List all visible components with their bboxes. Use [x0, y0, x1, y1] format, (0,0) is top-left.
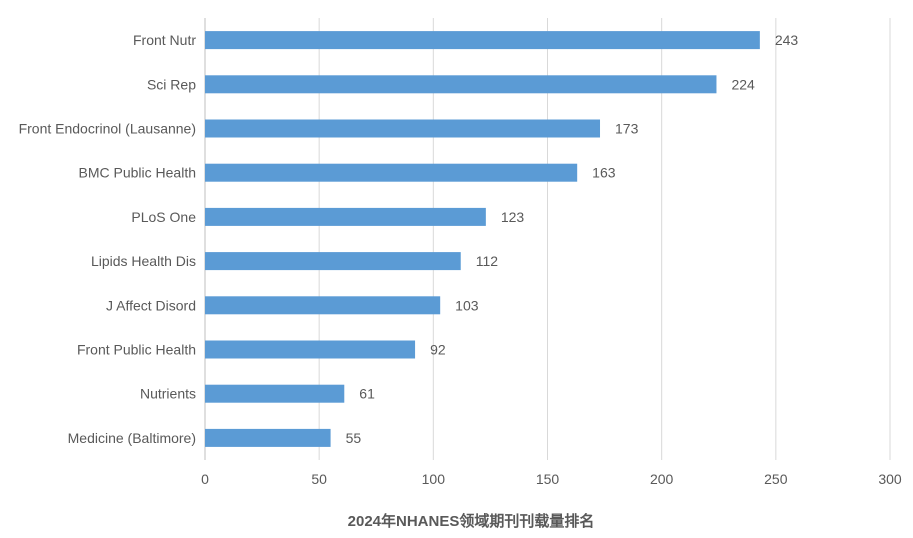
category-labels: Front Nutr Sci Rep Front Endocrinol (Lausa… — [19, 32, 197, 446]
x-tick-label: 200 — [650, 471, 674, 487]
bar — [205, 163, 578, 182]
category-label: PLoS One — [131, 209, 196, 225]
data-label: 123 — [501, 209, 525, 225]
bar — [205, 119, 601, 138]
data-label: 55 — [346, 430, 362, 446]
data-labels: 243 224 173 163 123 112 103 92 61 55 — [346, 32, 799, 446]
category-label: Nutrients — [140, 386, 196, 402]
category-label: Front Nutr — [133, 32, 196, 48]
bars — [205, 31, 760, 447]
bar — [205, 75, 717, 94]
category-label: Medicine (Baltimore) — [68, 430, 196, 446]
bar — [205, 207, 486, 226]
category-label: Sci Rep — [147, 76, 196, 92]
x-tick-label: 150 — [536, 471, 560, 487]
bar — [205, 428, 331, 447]
bar — [205, 31, 760, 50]
data-label: 92 — [430, 342, 446, 358]
chart-title: 2024年NHANES领域期刊刊载量排名 — [348, 512, 595, 530]
category-label: Front Endocrinol (Lausanne) — [19, 121, 196, 137]
x-tick-label: 0 — [201, 471, 209, 487]
data-label: 61 — [359, 386, 375, 402]
data-label: 163 — [592, 165, 616, 181]
x-tick-label: 250 — [764, 471, 788, 487]
data-label: 173 — [615, 121, 639, 137]
x-tick-labels: 0 50 100 150 200 250 300 — [201, 471, 902, 487]
data-label: 243 — [775, 32, 799, 48]
x-tick-label: 300 — [878, 471, 902, 487]
category-label: Front Public Health — [77, 342, 196, 358]
bar — [205, 296, 441, 315]
data-label: 224 — [731, 76, 755, 92]
bar — [205, 252, 461, 271]
x-tick-label: 100 — [422, 471, 446, 487]
bar — [205, 384, 345, 403]
category-label: BMC Public Health — [79, 165, 197, 181]
bar — [205, 340, 416, 359]
data-label: 103 — [455, 297, 479, 313]
data-label: 112 — [476, 253, 499, 269]
category-label: J Affect Disord — [106, 297, 196, 313]
x-tick-label: 50 — [311, 471, 327, 487]
category-label: Lipids Health Dis — [91, 253, 196, 269]
